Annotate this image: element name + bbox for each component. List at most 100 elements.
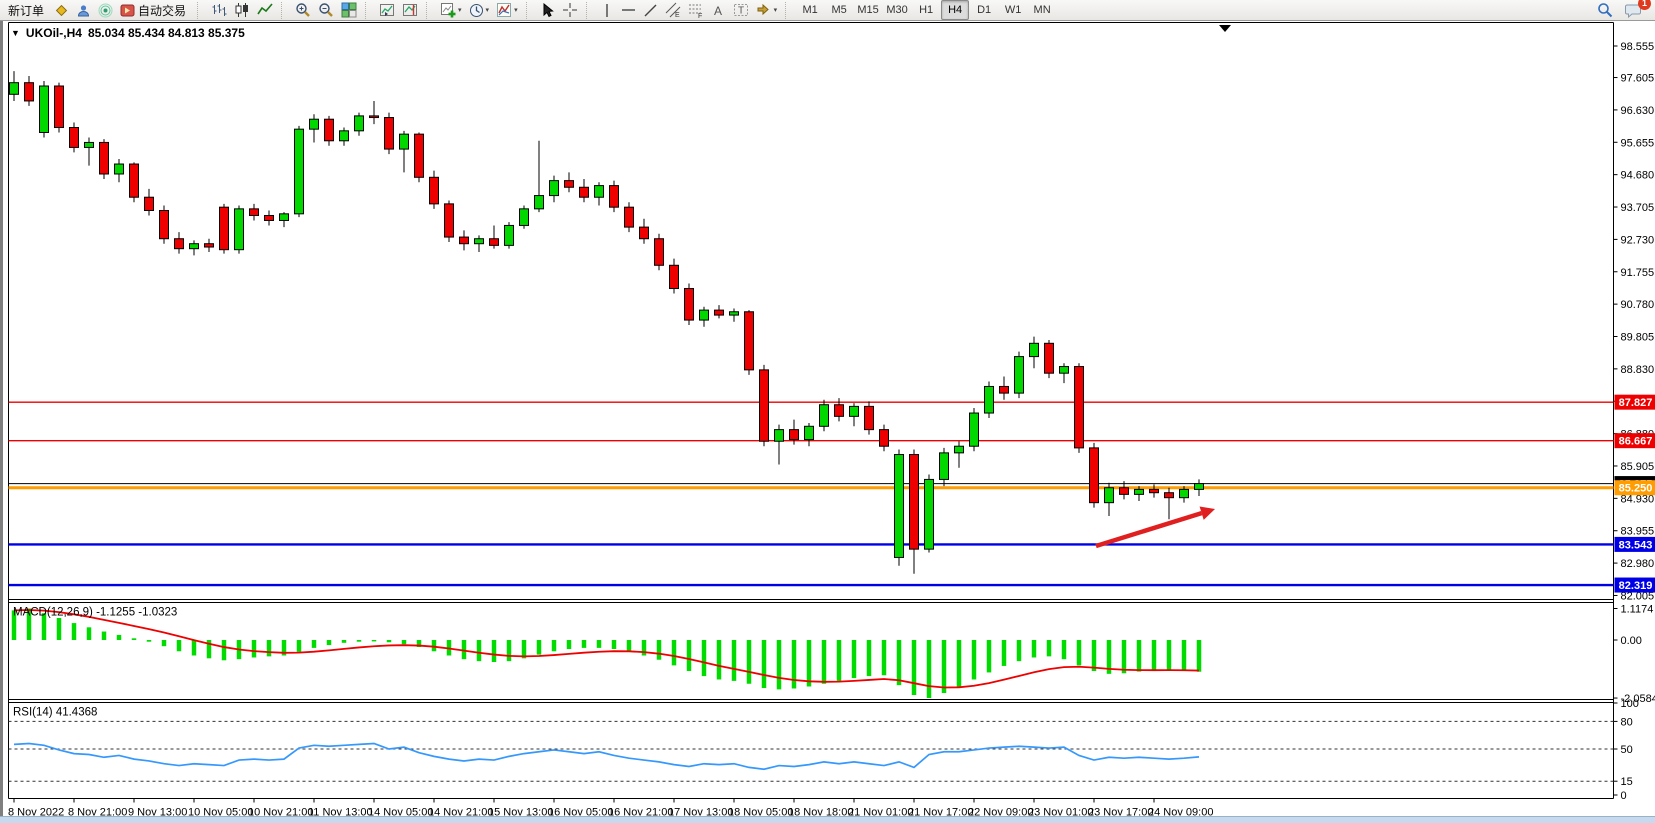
candle-body[interactable]	[1014, 356, 1024, 394]
timeframe-button-mn[interactable]: MN	[1033, 4, 1051, 16]
candle-body[interactable]	[294, 128, 304, 215]
candle-body[interactable]	[474, 238, 484, 245]
community-icon[interactable]	[73, 1, 94, 20]
timeframe-button-d1[interactable]: D1	[977, 4, 992, 16]
candle-body[interactable]	[1044, 342, 1054, 374]
candle-body[interactable]	[834, 404, 844, 417]
candle-body[interactable]	[1179, 488, 1189, 499]
candle-body[interactable]	[459, 236, 469, 245]
order-ticket-icon[interactable]	[51, 1, 72, 20]
annotation-arrow-head[interactable]	[1199, 506, 1215, 520]
zoom-out-button[interactable]	[315, 1, 337, 20]
candle-body[interactable]	[234, 208, 244, 251]
candle-body[interactable]	[924, 478, 934, 550]
candle-body[interactable]	[219, 206, 229, 251]
text-label-tool[interactable]: T	[730, 1, 752, 20]
candle-body[interactable]	[354, 115, 364, 132]
candle-body[interactable]	[774, 429, 784, 442]
candle-body[interactable]	[819, 404, 829, 427]
candle-body[interactable]	[1164, 492, 1174, 499]
candle-body[interactable]	[249, 208, 259, 216]
candle-body[interactable]	[579, 186, 589, 198]
candle-body[interactable]	[789, 429, 799, 441]
candle-body[interactable]	[264, 214, 274, 221]
candle-body[interactable]	[9, 82, 19, 95]
chart-window[interactable]: ▼ UKOil-,H4 85.034 85.434 84.813 85.375 …	[0, 21, 1655, 818]
candle-body[interactable]	[99, 141, 109, 175]
candle-body[interactable]	[939, 452, 949, 480]
candle-body[interactable]	[174, 238, 184, 250]
candle-body[interactable]	[909, 454, 919, 550]
new-chart-button[interactable]: ▾	[437, 1, 465, 20]
trendline-tool[interactable]	[640, 1, 661, 20]
candle-body[interactable]	[654, 238, 664, 266]
candle-body[interactable]	[699, 309, 709, 321]
candle-body[interactable]	[114, 163, 124, 175]
timeframe-button-m5[interactable]: M5	[831, 4, 847, 16]
candle-body[interactable]	[879, 429, 889, 447]
candle-body[interactable]	[609, 185, 619, 208]
annotation-arrow-line[interactable]	[1095, 511, 1203, 549]
candle-body[interactable]	[489, 238, 499, 246]
equidistant-channel-tool[interactable]: E	[662, 1, 684, 20]
candle-body[interactable]	[504, 224, 514, 246]
vertical-line-tool[interactable]	[597, 1, 617, 20]
timeframe-button-m30[interactable]: M30	[886, 4, 908, 16]
crosshair-tool[interactable]	[559, 1, 581, 20]
zoom-in-button[interactable]	[292, 1, 314, 20]
candle-body[interactable]	[204, 243, 214, 248]
candle-body[interactable]	[864, 405, 874, 431]
timeframe-button-m1[interactable]: M1	[802, 4, 818, 16]
notifications-icon[interactable]: 1	[1622, 0, 1651, 20]
candle-body[interactable]	[759, 369, 769, 442]
candle-body[interactable]	[1104, 487, 1114, 504]
timeframe-button-w1[interactable]: W1	[1004, 4, 1022, 16]
candle-body[interactable]	[444, 203, 454, 238]
candle-body[interactable]	[969, 412, 979, 447]
candle-body[interactable]	[144, 196, 154, 212]
candle-body[interactable]	[189, 243, 199, 250]
timeframe-button-h1[interactable]: H1	[919, 4, 934, 16]
candle-body[interactable]	[39, 85, 49, 133]
periods-button[interactable]: ▾	[466, 1, 493, 20]
autotrading-button[interactable]: 自动交易	[117, 1, 192, 20]
cursor-tool[interactable]	[537, 1, 558, 20]
candle-body[interactable]	[714, 309, 724, 316]
candle-body[interactable]	[429, 176, 439, 205]
horizontal-line-tool[interactable]	[618, 1, 639, 20]
signals-icon[interactable]	[95, 1, 116, 20]
candle-body[interactable]	[1074, 366, 1084, 449]
candle-body[interactable]	[729, 311, 739, 316]
candle-body[interactable]	[639, 226, 649, 240]
candle-body[interactable]	[849, 405, 859, 417]
candle-body[interactable]	[324, 118, 334, 142]
collapse-triangle-icon[interactable]: ▼	[11, 28, 20, 38]
candle-body[interactable]	[69, 127, 79, 148]
candle-body[interactable]	[384, 117, 394, 150]
candle-body[interactable]	[684, 288, 694, 321]
fibonacci-tool[interactable]: F	[685, 1, 707, 20]
candle-body[interactable]	[1059, 366, 1069, 374]
candle-body[interactable]	[894, 454, 904, 558]
candle-body[interactable]	[84, 141, 94, 148]
candle-body[interactable]	[339, 130, 349, 142]
candle-body[interactable]	[549, 180, 559, 197]
timeframe-button-m15[interactable]: M15	[857, 4, 879, 16]
candle-body[interactable]	[1119, 487, 1129, 495]
candle-body[interactable]	[54, 85, 64, 129]
candle-body[interactable]	[804, 425, 814, 441]
candle-body[interactable]	[1149, 488, 1159, 494]
auto-scroll-button[interactable]	[376, 1, 398, 20]
candle-body[interactable]	[279, 213, 289, 221]
search-icon[interactable]	[1594, 1, 1616, 20]
tile-windows-button[interactable]	[338, 1, 360, 20]
chart-shift-marker[interactable]	[1219, 25, 1231, 32]
candle-body[interactable]	[24, 82, 34, 102]
candle-body[interactable]	[369, 115, 379, 119]
indicators-button[interactable]: ▾	[493, 1, 521, 20]
candle-body[interactable]	[399, 133, 409, 150]
arrows-tool[interactable]: ▾	[753, 1, 781, 20]
timeframe-button-h4[interactable]: H4	[941, 0, 970, 20]
candle-body[interactable]	[519, 208, 529, 226]
candlestick-chart-button[interactable]	[231, 1, 253, 20]
